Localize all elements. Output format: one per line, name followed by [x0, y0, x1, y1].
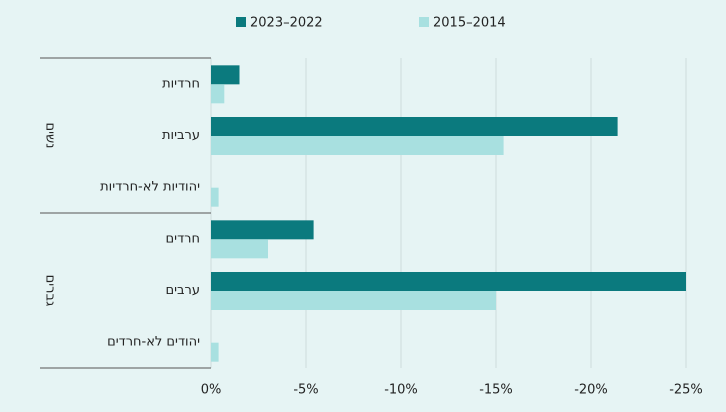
- bar: [211, 291, 496, 310]
- bar: [211, 220, 314, 240]
- y-tick-label: ערביות: [162, 128, 200, 143]
- bar: [211, 136, 504, 155]
- x-tick-label: -25%: [669, 383, 703, 398]
- bar: [211, 342, 219, 362]
- bar: [211, 239, 268, 259]
- bar: [211, 187, 219, 207]
- bar: [211, 117, 618, 136]
- bar: [211, 272, 686, 291]
- y-tick-label: חרדיות: [162, 76, 200, 91]
- x-tick-label: -15%: [479, 383, 513, 398]
- group-label: נשים: [43, 123, 58, 149]
- x-tick-label: -20%: [574, 383, 608, 398]
- x-tick-label: -5%: [293, 383, 318, 398]
- group-label: גברים: [43, 275, 58, 307]
- y-tick-label: יהודיות לא-חרדיות: [100, 180, 200, 195]
- y-tick-label: ערבים: [165, 283, 200, 298]
- y-tick-label: חרדים: [166, 231, 200, 246]
- legend-label: 2023–2022: [250, 16, 323, 31]
- bar: [211, 84, 225, 104]
- y-tick-label: יהודים לא-חרדים: [107, 335, 200, 350]
- x-tick-label: -10%: [384, 383, 418, 398]
- legend-swatch: [236, 17, 246, 27]
- x-tick-label: 0%: [201, 383, 222, 398]
- bar: [211, 65, 240, 85]
- legend-label: 2015–2014: [433, 16, 506, 31]
- legend-swatch: [419, 17, 429, 27]
